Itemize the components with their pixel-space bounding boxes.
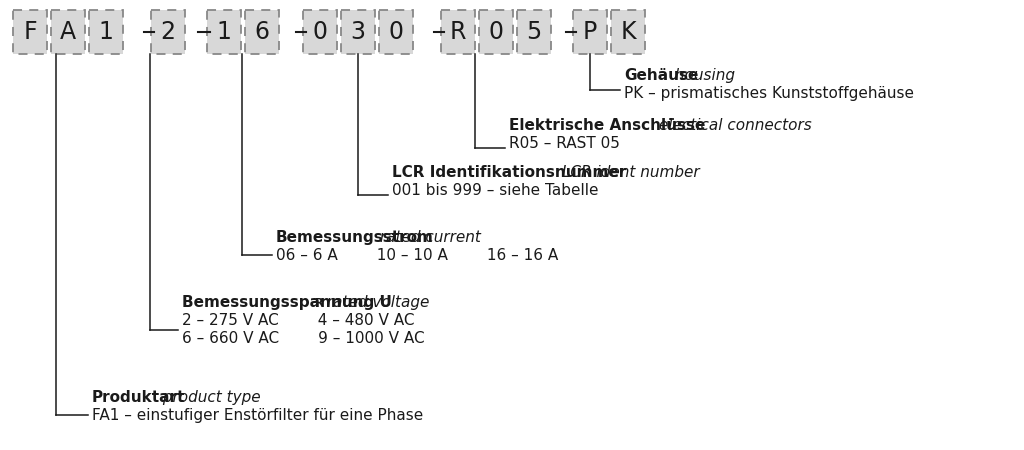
Text: product type: product type (158, 390, 261, 405)
Text: 2: 2 (161, 20, 175, 44)
Text: K: K (621, 20, 636, 44)
Text: electical connectors: electical connectors (654, 118, 812, 133)
Text: 0: 0 (312, 20, 328, 44)
Text: R: R (315, 298, 324, 308)
Text: Elektrische Anschlüsse: Elektrische Anschlüsse (509, 118, 706, 133)
Bar (611, 10, 645, 54)
Bar (303, 10, 337, 54)
Text: PK – prismatisches Kunststoffgehäuse: PK – prismatisches Kunststoffgehäuse (624, 86, 914, 101)
Text: Gehäuse: Gehäuse (624, 68, 698, 83)
Text: rated voltage: rated voltage (322, 295, 429, 310)
Text: rated current: rated current (375, 230, 481, 245)
Text: housing: housing (670, 68, 735, 83)
Text: FA1 – einstufiger Enstörfilter für eine Phase: FA1 – einstufiger Enstörfilter für eine … (92, 408, 423, 423)
Bar (245, 10, 279, 54)
Bar (379, 10, 413, 54)
Bar (341, 10, 375, 54)
Text: LCR ident number: LCR ident number (557, 165, 699, 180)
Text: 2 – 275 V AC        4 – 480 V AC: 2 – 275 V AC 4 – 480 V AC (182, 313, 415, 328)
Bar (441, 10, 475, 54)
Text: 6: 6 (255, 20, 269, 44)
Bar (479, 10, 513, 54)
Text: 1: 1 (98, 20, 114, 44)
Text: 1: 1 (216, 20, 231, 44)
Text: P: P (583, 20, 597, 44)
Text: Bemessungsstrom: Bemessungsstrom (276, 230, 434, 245)
Text: 0: 0 (388, 20, 403, 44)
Text: 6 – 660 V AC        9 – 1000 V AC: 6 – 660 V AC 9 – 1000 V AC (182, 331, 425, 346)
Text: 06 – 6 A        10 – 10 A        16 – 16 A: 06 – 6 A 10 – 10 A 16 – 16 A (276, 248, 558, 263)
Text: A: A (60, 20, 76, 44)
Text: F: F (24, 20, 37, 44)
Bar (13, 10, 47, 54)
Bar (89, 10, 123, 54)
Bar (573, 10, 607, 54)
Text: R: R (450, 20, 466, 44)
Bar (51, 10, 85, 54)
Text: Bemessungsspannung U: Bemessungsspannung U (182, 295, 392, 310)
Text: 3: 3 (350, 20, 366, 44)
Text: 0: 0 (488, 20, 504, 44)
Text: R05 – RAST 05: R05 – RAST 05 (509, 136, 620, 151)
Text: Produktart: Produktart (92, 390, 185, 405)
Bar (151, 10, 185, 54)
Text: 001 bis 999 – siehe Tabelle: 001 bis 999 – siehe Tabelle (392, 183, 598, 198)
Text: LCR Identifikationsnummer: LCR Identifikationsnummer (392, 165, 627, 180)
Bar (207, 10, 241, 54)
Text: 5: 5 (526, 20, 542, 44)
Bar (517, 10, 551, 54)
